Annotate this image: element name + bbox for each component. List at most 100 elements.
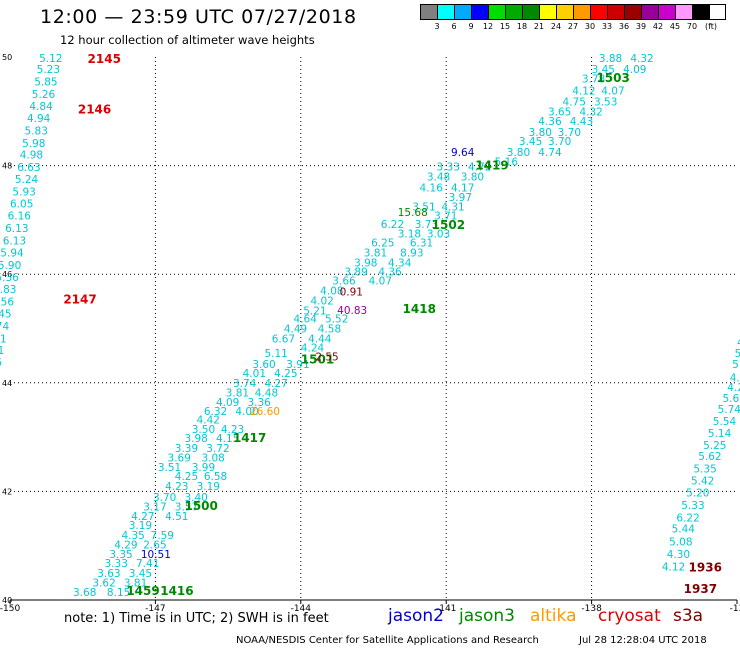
legend-unit: (ft) [704, 22, 718, 31]
lat-tick-label: 40 [2, 596, 12, 605]
wave-height-value: 4.23 [221, 424, 244, 436]
wave-height-value: 3.78 [582, 74, 605, 86]
wave-height-value: 5.36 [0, 272, 19, 284]
wave-height-value: 4.44 [308, 333, 332, 345]
legend-tick: 36 [618, 22, 630, 31]
wave-height-value: 3.97 [449, 192, 472, 204]
wave-height-value: 5.83 [0, 284, 16, 296]
pass-time-label: 1417 [233, 431, 266, 445]
wave-height-value: 5.21 [303, 306, 326, 318]
wave-height-value: 3.40 [184, 492, 207, 504]
wave-height-value: 4.66 [0, 357, 2, 369]
wave-height-value: 3.18 [398, 228, 421, 240]
wave-height-value: 3.19 [197, 481, 220, 493]
wave-height-value: 4.28 [737, 337, 740, 349]
legend-tick: 45 [669, 22, 681, 31]
legend-tick-labels: 3 6 9 12 15 18 21 24 27 30 33 36 39 42 45 70 (ft) [420, 20, 726, 32]
pass-time-label: 1500 [184, 499, 217, 513]
wave-height-value: 6.31 [410, 238, 433, 250]
legend-altika: altika [530, 606, 577, 626]
legend-swatch [574, 5, 591, 19]
wave-height-value: 4.12 [572, 86, 595, 98]
pass-time-label: 1502 [432, 218, 465, 232]
wave-height-value: 3.66 [332, 276, 356, 288]
wave-height-value: 5.07 [735, 348, 740, 360]
wave-height-value: 4.43 [570, 116, 593, 128]
wave-height-value: 4.16 [420, 182, 444, 194]
wave-height-value: 3.33 [105, 558, 128, 570]
credit-line: NOAA/NESDIS Center for Satellite Applica… [236, 635, 539, 646]
wave-height-value: 3.89 [344, 266, 367, 278]
wave-height-value: 3.80 [507, 147, 530, 159]
legend-tick: 9 [468, 22, 474, 31]
wave-height-value: 3.08 [201, 453, 224, 465]
wave-height-value: 4.07 [369, 276, 392, 288]
wave-height-value-highlight: 0.91 [340, 287, 363, 299]
wave-height-value: 3.81 [364, 247, 387, 259]
wave-height-value: 3.03 [427, 228, 450, 240]
legend-swatch [693, 5, 710, 19]
wave-height-value: 5.16 [495, 156, 519, 168]
wave-height-value: 3.35 [109, 549, 132, 561]
wave-height-value: 4.51 [165, 511, 188, 523]
wave-height-value: 3.45 [592, 64, 615, 76]
wave-height-value: 5.42 [691, 476, 714, 488]
wave-height-value: 5.14 [708, 428, 732, 440]
lat-tick-label: 42 [2, 487, 12, 496]
wave-height-value: 4.29 [727, 382, 740, 394]
legend-swatch [625, 5, 642, 19]
wave-height-value: 4.12 [662, 561, 685, 573]
wave-height-value: 5.93 [12, 187, 35, 199]
legend-swatch [591, 5, 608, 19]
pass-time-label: 1419 [475, 159, 508, 173]
legend-tick: 18 [516, 22, 528, 31]
wave-height-value: 3.45 [519, 136, 542, 148]
wave-height-value: 4.17 [451, 182, 474, 194]
legend-s3a: s3a [673, 606, 704, 626]
map-subtitle: 12 hour collection of altimeter wave hei… [60, 33, 315, 47]
wave-height-value: 5.26 [32, 89, 56, 101]
credit-timestamp: Jul 28 12:28:04 UTC 2018 [579, 635, 707, 646]
wave-height-value: 3.62 [92, 578, 115, 590]
wave-height-value: 3.53 [594, 97, 617, 109]
pass-time-label: 1501 [301, 352, 334, 366]
legend-tick: 3 [434, 22, 440, 31]
legend-tick: 12 [482, 22, 494, 31]
wave-height-value: 5.35 [693, 464, 716, 476]
legend-swatch [659, 5, 676, 19]
wave-height-value: 4.72 [468, 162, 491, 174]
wave-height-value: 5.20 [686, 487, 709, 499]
wave-height-value: 6.63 [17, 162, 40, 174]
wave-height-value: 6.32 [204, 406, 227, 418]
wave-height-value: 6.16 [8, 211, 32, 223]
wave-height-value: 5.25 [703, 440, 726, 452]
wave-height-value: 3.69 [168, 453, 191, 465]
wave-height-value: 4.31 [441, 201, 464, 213]
pass-time-label: 1416 [160, 584, 193, 598]
wave-height-value: 3.73 [415, 219, 438, 231]
wave-height-value: 3.70 [558, 127, 581, 139]
legend-jason2: jason2 [388, 606, 444, 626]
wave-height-value: 4.08 [320, 285, 343, 297]
wave-height-value: 6.05 [10, 199, 33, 211]
wave-height-value: 5.61 [722, 393, 740, 405]
wave-height-value: 6.25 [371, 238, 394, 250]
wave-height-value: 5.56 [0, 296, 14, 308]
lon-tick-label: -150 [0, 604, 20, 614]
wave-height-value: 5.23 [37, 64, 60, 76]
wave-height-value: 3.60 [252, 359, 275, 371]
wave-height-value: 4.30 [667, 549, 690, 561]
legend-tick: 42 [652, 22, 664, 31]
wave-height-value: 4.09 [623, 64, 646, 76]
wave-height-value: 5.33 [681, 500, 704, 512]
wave-height-value: 5.12 [39, 53, 62, 65]
wave-height-value: 5.62 [698, 451, 721, 463]
wave-height-value: 7.59 [151, 530, 174, 542]
legend-swatch [472, 5, 489, 19]
wave-height-value: 4.94 [27, 113, 51, 125]
wave-height-value: 5.83 [25, 125, 48, 137]
wave-height-value: 8.15 [107, 587, 130, 599]
wave-height-value: 3.45 [129, 568, 152, 580]
wave-height-value: 3.91 [286, 359, 309, 371]
